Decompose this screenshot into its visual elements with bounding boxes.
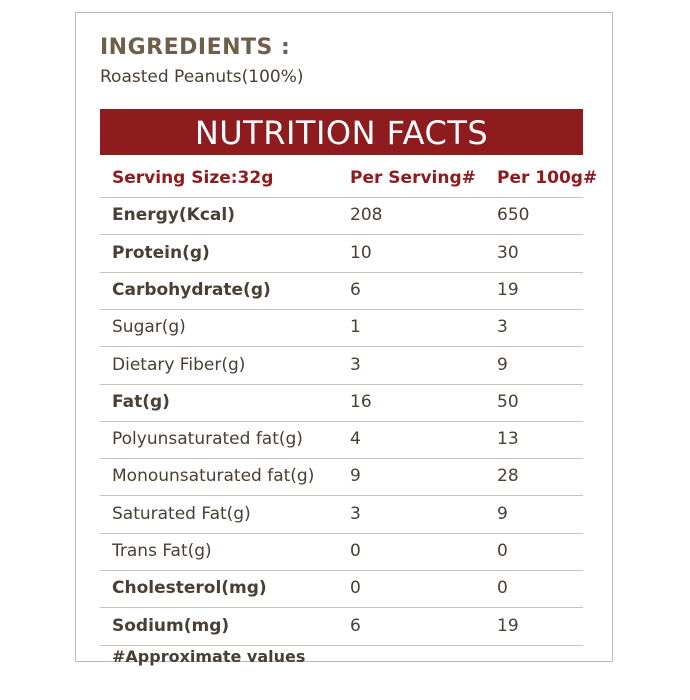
- row-divider: [100, 495, 583, 497]
- row-divider: [100, 532, 583, 534]
- row-value: 3: [350, 503, 361, 524]
- row-value: 9: [497, 354, 508, 375]
- row-label: Polyunsaturated fat(g): [112, 429, 303, 450]
- row-value: 0: [350, 578, 361, 599]
- footnote: #Approximate values: [112, 647, 306, 666]
- row-label: Sugar(g): [112, 317, 186, 338]
- header-cell: Per 100g#: [497, 168, 598, 188]
- row-value: 10: [350, 242, 372, 263]
- row-value: 19: [497, 615, 519, 636]
- ingredients-text: Roasted Peanuts(100%): [100, 67, 304, 87]
- row-value: 50: [497, 391, 519, 412]
- header-cell: Per Serving#: [350, 168, 476, 188]
- row-divider: [100, 607, 583, 609]
- row-label: Protein(g): [112, 242, 210, 263]
- row-divider: [100, 458, 583, 460]
- row-value: 16: [350, 391, 372, 412]
- row-value: 3: [497, 317, 508, 338]
- row-label: Fat(g): [112, 391, 170, 412]
- row-divider: [100, 383, 583, 385]
- row-label: Energy(Kcal): [112, 205, 235, 226]
- row-value: 0: [497, 541, 508, 561]
- label-frame: [75, 12, 613, 662]
- row-value: 6: [350, 279, 361, 300]
- row-value: 28: [497, 466, 519, 487]
- row-value: 650: [497, 205, 530, 226]
- row-value: 3: [350, 354, 361, 375]
- row-divider: [100, 234, 583, 236]
- row-divider: [100, 271, 583, 273]
- row-value: 13: [497, 429, 519, 450]
- row-value: 1: [350, 317, 361, 338]
- row-value: 30: [497, 242, 519, 263]
- row-value: 0: [497, 578, 508, 599]
- row-value: 4: [350, 429, 361, 450]
- row-value: 0: [350, 541, 361, 561]
- row-divider: [100, 197, 583, 198]
- row-value: 208: [350, 205, 383, 226]
- row-divider: [100, 644, 583, 646]
- row-label: Trans Fat(g): [112, 541, 212, 561]
- row-divider: [100, 308, 583, 310]
- row-label: Monounsaturated fat(g): [112, 466, 315, 487]
- banner: NUTRITION FACTS: [100, 109, 583, 155]
- row-label: Sodium(mg): [112, 615, 230, 636]
- row-label: Dietary Fiber(g): [112, 354, 246, 375]
- row-value: 6: [350, 615, 361, 636]
- row-value: 19: [497, 279, 519, 300]
- row-divider: [100, 570, 583, 571]
- row-label: Carbohydrate(g): [112, 279, 271, 300]
- header-cell: Serving Size:32g: [112, 168, 274, 188]
- row-divider: [100, 346, 583, 348]
- ingredients-title: INGREDIENTS :: [100, 35, 291, 60]
- row-label: Cholesterol(mg): [112, 578, 267, 599]
- row-label: Saturated Fat(g): [112, 503, 251, 524]
- row-value: 9: [497, 503, 508, 524]
- row-divider: [100, 420, 583, 422]
- row-value: 9: [350, 466, 361, 487]
